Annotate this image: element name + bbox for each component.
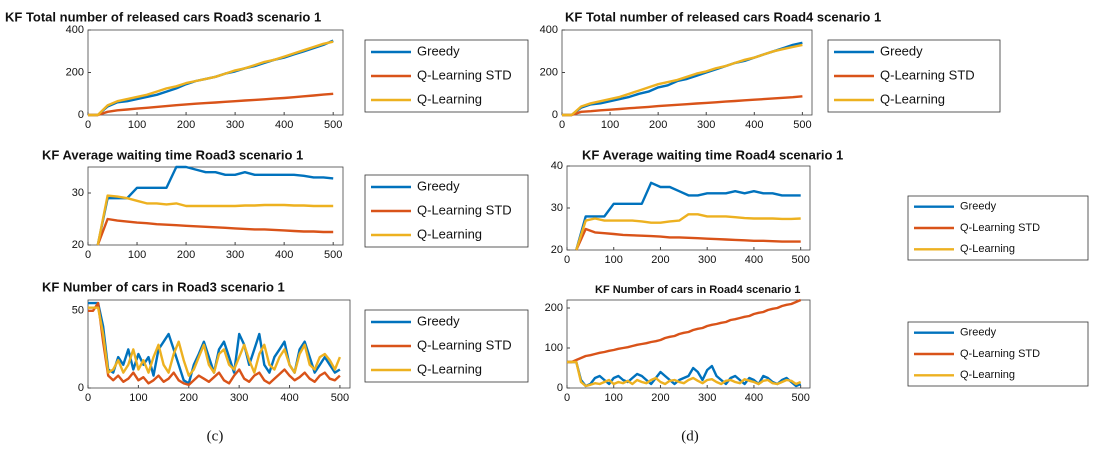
x-tick-label: 0 <box>559 119 565 131</box>
x-tick-label: 400 <box>275 249 293 261</box>
x-tick-label: 0 <box>85 392 91 404</box>
chart-title: KF Total number of released cars Road3 s… <box>5 9 321 24</box>
x-tick-label: 400 <box>745 254 763 266</box>
legend-label: Greedy <box>880 43 923 58</box>
y-tick-label: 0 <box>78 382 84 394</box>
legend-label: Q-Learning STD <box>880 67 975 82</box>
x-tick-label: 500 <box>791 254 809 266</box>
x-tick-label: 500 <box>793 119 811 131</box>
y-tick-label: 40 <box>551 160 563 172</box>
data-line <box>96 217 334 246</box>
y-tick-label: 30 <box>72 187 84 199</box>
data-line <box>96 194 334 246</box>
data-line <box>88 306 342 377</box>
data-line <box>567 298 802 364</box>
x-tick-label: 300 <box>698 254 716 266</box>
y-tick-label: 20 <box>72 239 84 251</box>
data-line <box>88 40 334 117</box>
legend-label: Q-Learning STD <box>417 202 512 217</box>
legend-label: Q-Learning STD <box>960 222 1040 234</box>
x-tick-label: 200 <box>649 119 667 131</box>
x-tick-label: 100 <box>601 119 619 131</box>
x-tick-label: 300 <box>226 249 244 261</box>
legend-label: Greedy <box>417 178 460 193</box>
legend-label: Greedy <box>960 201 997 213</box>
x-tick-label: 400 <box>280 392 298 404</box>
x-tick-label: 200 <box>177 119 195 131</box>
y-tick-label: 100 <box>545 342 563 354</box>
x-tick-label: 200 <box>651 254 669 266</box>
chart-title: KF Total number of released cars Road4 s… <box>565 9 881 24</box>
x-tick-label: 100 <box>605 254 623 266</box>
y-tick-label: 200 <box>545 302 563 314</box>
caption: (d) <box>681 428 699 444</box>
x-tick-label: 100 <box>128 119 146 131</box>
data-line <box>575 213 801 251</box>
data-line <box>575 181 801 251</box>
y-tick-label: 30 <box>551 202 563 214</box>
legend-label: Q-Learning <box>417 226 482 241</box>
chart-title: KF Average waiting time Road4 scenario 1 <box>582 147 843 162</box>
data-line <box>562 95 803 117</box>
legend-label: Q-Learning STD <box>960 348 1040 360</box>
x-tick-label: 0 <box>85 249 91 261</box>
data-line <box>575 227 801 251</box>
data-line <box>567 360 802 388</box>
data-line <box>88 301 341 387</box>
x-tick-label: 500 <box>331 392 349 404</box>
data-line <box>88 92 334 117</box>
chart-title: KF Number of cars in Road3 scenario 1 <box>42 279 285 294</box>
y-tick-label: 200 <box>66 66 84 78</box>
legend-label: Q-Learning STD <box>417 67 512 82</box>
x-tick-label: 300 <box>698 392 716 404</box>
x-tick-label: 100 <box>129 392 147 404</box>
legend-label: Greedy <box>417 43 460 58</box>
caption: (c) <box>207 428 224 444</box>
plot-area <box>566 299 811 389</box>
plot-area <box>566 165 811 251</box>
y-tick-label: 400 <box>540 24 558 36</box>
x-tick-label: 200 <box>180 392 198 404</box>
x-tick-label: 200 <box>651 392 669 404</box>
legend-label: Q-Learning <box>417 361 482 376</box>
y-tick-label: 400 <box>66 24 84 36</box>
x-tick-label: 300 <box>697 119 715 131</box>
y-tick-label: 20 <box>551 244 563 256</box>
legend-label: Q-Learning <box>960 369 1015 381</box>
legend-label: Greedy <box>417 313 460 328</box>
data-line <box>96 165 334 246</box>
legend-label: Q-Learning STD <box>417 337 512 352</box>
legend-label: Q-Learning <box>880 91 945 106</box>
x-tick-label: 0 <box>564 392 570 404</box>
data-line <box>562 43 803 117</box>
legend-label: Q-Learning <box>960 243 1015 255</box>
x-tick-label: 100 <box>605 392 623 404</box>
x-tick-label: 0 <box>564 254 570 266</box>
x-tick-label: 400 <box>745 119 763 131</box>
y-tick-label: 50 <box>72 305 84 317</box>
chart-title: KF Number of cars in Road4 scenario 1 <box>595 284 800 296</box>
x-tick-label: 400 <box>275 119 293 131</box>
x-tick-label: 0 <box>85 119 91 131</box>
y-tick-label: 0 <box>552 109 558 121</box>
y-tick-label: 0 <box>78 109 84 121</box>
x-tick-label: 100 <box>128 249 146 261</box>
x-tick-label: 500 <box>324 119 342 131</box>
legend-label: Greedy <box>960 327 997 339</box>
x-tick-label: 400 <box>745 392 763 404</box>
chart-title: KF Average waiting time Road3 scenario 1 <box>42 147 303 162</box>
x-tick-label: 500 <box>791 392 809 404</box>
x-tick-label: 200 <box>177 249 195 261</box>
y-tick-label: 0 <box>557 382 563 394</box>
x-tick-label: 500 <box>324 249 342 261</box>
legend-label: Q-Learning <box>417 91 482 106</box>
x-tick-label: 300 <box>230 392 248 404</box>
x-tick-label: 300 <box>226 119 244 131</box>
y-tick-label: 200 <box>540 66 558 78</box>
